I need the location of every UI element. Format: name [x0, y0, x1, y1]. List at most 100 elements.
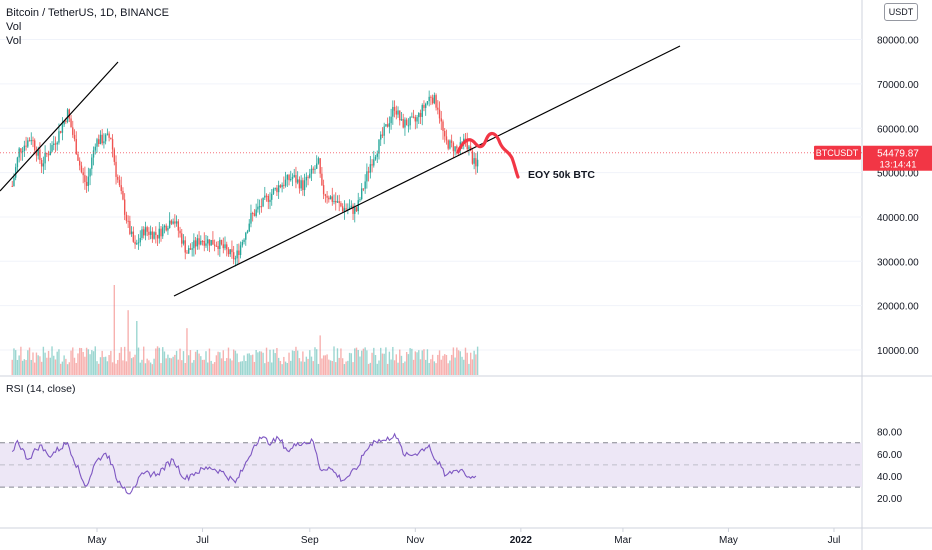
- volume-bar: [160, 363, 162, 375]
- volume-bar: [338, 357, 340, 375]
- projection-annotation: EOY 50k BTC: [528, 169, 595, 181]
- candle-body: [56, 142, 58, 145]
- candle-body: [314, 168, 316, 170]
- volume-bar: [72, 347, 74, 375]
- candle-body: [300, 180, 302, 189]
- volume-bar: [219, 352, 221, 375]
- candle-body: [213, 244, 216, 246]
- volume-bar: [51, 346, 53, 375]
- volume-bar: [331, 361, 333, 375]
- candle-body: [400, 119, 403, 121]
- volume-bar: [155, 348, 157, 375]
- currency-button[interactable]: USDT: [884, 3, 918, 21]
- volume-bar: [175, 350, 178, 375]
- volume-bar: [290, 360, 292, 375]
- candle-body: [364, 181, 366, 189]
- volume-bar: [226, 358, 228, 375]
- candle-body: [198, 238, 200, 245]
- volume-bar: [378, 360, 380, 375]
- volume-bar: [127, 310, 129, 375]
- candle-body: [103, 141, 105, 144]
- price-tick-label: 50000.00: [877, 169, 919, 180]
- volume-bar: [476, 346, 479, 375]
- volume-bar: [239, 361, 242, 375]
- candle-body: [350, 205, 353, 208]
- candle-body: [309, 173, 311, 178]
- candle-body: [288, 174, 290, 181]
- candle-body: [469, 146, 472, 151]
- candle-body: [418, 113, 420, 118]
- candle-body: [68, 109, 71, 119]
- volume-bar: [423, 349, 425, 375]
- candle-body: [463, 138, 465, 142]
- candle-body: [72, 127, 74, 135]
- candle-body: [101, 134, 103, 144]
- volume-bar: [250, 355, 252, 375]
- volume-bar: [343, 364, 346, 375]
- volume-bar: [419, 359, 422, 375]
- volume-bar: [405, 351, 408, 375]
- volume-bar: [246, 353, 249, 375]
- volume-bar: [461, 356, 463, 375]
- volume-bar: [445, 354, 448, 375]
- candle-body: [473, 158, 475, 164]
- candle-body: [445, 136, 448, 141]
- volume-bar: [345, 361, 347, 375]
- volume-bar: [184, 362, 186, 375]
- candle-body: [468, 146, 470, 150]
- candle-body: [224, 244, 226, 249]
- candle-body: [46, 152, 48, 155]
- candle-body: [54, 143, 57, 145]
- candle-body: [293, 175, 295, 177]
- candle-body: [70, 118, 72, 128]
- candle-body: [329, 196, 332, 200]
- candle-body: [108, 133, 110, 138]
- price-tick-label: 10000.00: [877, 346, 919, 357]
- volume-bar: [421, 350, 423, 375]
- volume-bar: [99, 357, 102, 375]
- volume-bar: [265, 347, 268, 375]
- volume-bar: [469, 352, 472, 375]
- candle-body: [291, 176, 294, 179]
- volume-bar: [317, 363, 320, 375]
- candle-body: [111, 139, 114, 150]
- volume-bar: [104, 356, 107, 375]
- candle-body: [156, 234, 159, 239]
- volume-bar: [366, 350, 368, 375]
- candle-body: [61, 124, 64, 133]
- candle-body: [143, 229, 145, 236]
- volume-bar: [430, 359, 432, 375]
- volume-bar: [333, 346, 335, 375]
- volume-bar: [400, 355, 403, 375]
- candle-body: [322, 185, 325, 195]
- volume-bar: [407, 354, 410, 375]
- candle-body: [146, 227, 148, 232]
- volume-bar: [91, 350, 93, 375]
- volume-bar: [73, 357, 76, 375]
- volume-bar: [253, 361, 256, 375]
- candle-body: [360, 188, 363, 200]
- volume-bar: [274, 353, 276, 375]
- candle-body: [409, 117, 411, 126]
- candle-body: [77, 154, 79, 161]
- volume-bar: [203, 359, 205, 375]
- candle-body: [186, 252, 188, 254]
- volume-bar: [260, 351, 263, 375]
- candle-body: [284, 179, 287, 186]
- candle-body: [328, 197, 330, 200]
- price-tick-label: 60000.00: [877, 124, 919, 135]
- candle-body: [151, 231, 154, 239]
- candle-body: [283, 184, 285, 186]
- volume-bar: [21, 360, 24, 375]
- candle-body: [113, 149, 115, 162]
- symbol-tag-label: BTCUSDT: [816, 148, 859, 158]
- candle-body: [250, 213, 252, 224]
- candle-body: [89, 168, 91, 177]
- volume-bar: [468, 363, 470, 375]
- last-price-tag: [863, 145, 932, 171]
- candle-body: [341, 206, 344, 212]
- volume-bar: [123, 346, 126, 375]
- volume-bar: [414, 351, 417, 375]
- candle-body: [381, 134, 384, 136]
